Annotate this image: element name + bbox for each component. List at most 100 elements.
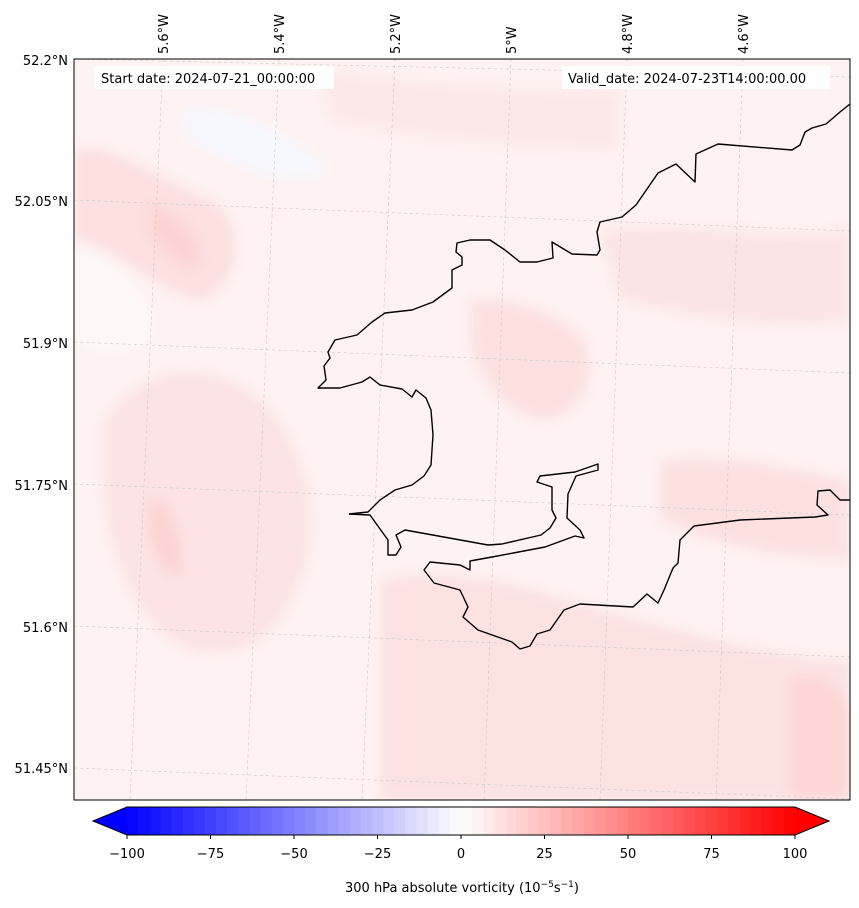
colorbar-band — [316, 807, 328, 835]
lat-label: 51.75°N — [15, 479, 68, 494]
colorbar-band — [438, 807, 451, 835]
colorbar-tick-label: −100 — [109, 847, 145, 862]
vorticity-patch-light — [74, 250, 152, 352]
colorbar-band — [672, 807, 685, 835]
colorbar-tick-label: 25 — [536, 847, 553, 862]
coastline — [317, 103, 850, 650]
colorbar-band — [238, 807, 251, 835]
vorticity-patch-south — [380, 574, 850, 800]
colorbar-band — [572, 807, 585, 835]
lat-label: 51.9°N — [23, 337, 68, 352]
colorbar-band — [661, 807, 674, 835]
colorbar-band — [127, 807, 139, 835]
lat-label: 52.2°N — [23, 54, 68, 69]
lon-label: 5.2°W — [389, 14, 404, 54]
colorbar-band — [449, 807, 462, 835]
start-date-box — [94, 66, 334, 89]
colorbar-band — [149, 807, 161, 835]
colorbar-band — [783, 807, 796, 835]
colorbar-band — [271, 807, 284, 835]
lat-label: 51.6°N — [23, 621, 68, 636]
colorbar-band — [249, 807, 262, 835]
colorbar-band — [728, 807, 740, 835]
map-frame — [73, 58, 851, 801]
colorbar-band — [405, 807, 418, 835]
vorticity-patch-se — [790, 677, 850, 800]
start-date-label: Start date: 2024-07-21_00:00:00 — [101, 72, 315, 87]
map-panel: Start date: 2024-07-21_00:00:00 Valid_da… — [74, 59, 850, 800]
colorbar-band — [628, 807, 640, 835]
lat-label: 51.45°N — [15, 762, 68, 777]
meridian-line — [245, 59, 280, 800]
colorbar-band — [561, 807, 573, 835]
colorbar-band — [416, 807, 429, 835]
vorticity-patch-nw-core — [150, 205, 200, 266]
colorbar-band — [650, 807, 662, 835]
colorbar-band — [516, 807, 529, 835]
colorbar-label-exp2: −1 — [561, 880, 574, 890]
colorbar-band — [505, 807, 518, 835]
colorbar-tick-label: −50 — [280, 847, 307, 862]
longitude-labels: 5.6°W 5.4°W 5.2°W 5°W 4.8°W 4.6°W — [157, 14, 752, 54]
colorbar-band — [605, 807, 618, 835]
lon-label: 4.8°W — [621, 14, 636, 54]
vorticity-shading — [74, 70, 850, 800]
colorbar-band — [472, 807, 484, 835]
lon-label: 4.6°W — [737, 14, 752, 54]
colorbar-band — [138, 807, 150, 835]
colorbar-band — [327, 807, 340, 835]
lon-label: 5.6°W — [157, 14, 172, 54]
colorbar-band — [483, 807, 495, 835]
colorbar-tick-label: 50 — [620, 847, 637, 862]
colorbar-band — [216, 807, 228, 835]
colorbar-band — [717, 807, 729, 835]
colorbar-tick-label: 100 — [783, 847, 808, 862]
colorbar-label: 300 hPa absolute vorticity (10−5s−1) — [345, 880, 579, 896]
colorbar-band — [739, 807, 752, 835]
colorbar-band — [538, 807, 551, 835]
colorbar-band — [494, 807, 507, 835]
colorbar-band — [527, 807, 540, 835]
colorbar-band — [204, 807, 217, 835]
colorbar-band — [305, 807, 317, 835]
colorbar-ticks: −100 −75 −50 −25 0 25 50 75 100 — [109, 835, 807, 862]
vorticity-patch-west — [104, 371, 312, 653]
meridian-line — [129, 59, 164, 800]
colorbar-extend-min — [93, 807, 127, 835]
lat-label: 52.05°N — [15, 195, 68, 210]
colorbar-tick-label: 75 — [703, 847, 720, 862]
colorbar-band — [182, 807, 195, 835]
colorbar-band — [227, 807, 239, 835]
colorbar-label-unit: s — [554, 881, 561, 896]
colorbar-tick-label: 0 — [457, 847, 465, 862]
colorbar-band — [639, 807, 651, 835]
colorbar-band — [160, 807, 173, 835]
colorbar-band — [294, 807, 306, 835]
coastline-south — [348, 463, 850, 650]
colorbar: −100 −75 −50 −25 0 25 50 75 100 300 hPa absolute… — [91, 806, 831, 896]
colorbar-band — [360, 807, 373, 835]
colorbar-band — [383, 807, 395, 835]
colorbar-band — [583, 807, 596, 835]
latitude-labels: 52.2°N 52.05°N 51.9°N 51.75°N 51.6°N 51.… — [15, 54, 68, 777]
graticule — [74, 59, 850, 800]
vorticity-patch-negative — [180, 108, 330, 179]
colorbar-tick-label: −25 — [364, 847, 391, 862]
vorticity-patch-north — [320, 70, 620, 150]
colorbar-label-text: 300 hPa absolute vorticity (10 — [345, 881, 541, 896]
colorbar-band — [260, 807, 273, 835]
colorbar-extend-max — [795, 807, 829, 835]
colorbar-band — [705, 807, 718, 835]
colorbar-band — [761, 807, 774, 835]
colorbar-band — [371, 807, 384, 835]
colorbar-band — [694, 807, 707, 835]
colorbar-band — [193, 807, 206, 835]
colorbar-band — [338, 807, 351, 835]
colorbar-band — [394, 807, 406, 835]
colorbar-band — [683, 807, 696, 835]
vorticity-patch-east — [660, 457, 850, 560]
colorbar-band — [616, 807, 629, 835]
vorticity-patch-ne — [600, 227, 850, 324]
colorbar-tick-label: −75 — [197, 847, 224, 862]
